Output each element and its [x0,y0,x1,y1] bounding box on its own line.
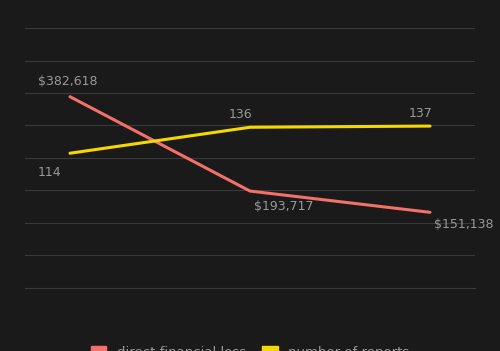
Legend: direct financial loss, number of reports: direct financial loss, number of reports [90,346,409,351]
Text: 137: 137 [408,107,432,120]
Text: $382,618: $382,618 [38,75,97,88]
Text: 114: 114 [38,166,61,179]
Text: 136: 136 [228,108,252,121]
Text: $193,717: $193,717 [254,200,313,213]
Text: $151,138: $151,138 [434,218,493,231]
